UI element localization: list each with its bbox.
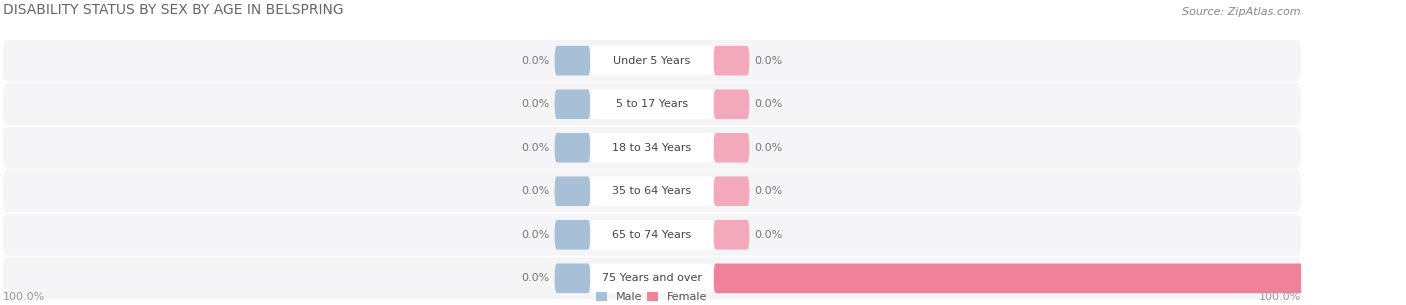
Text: 100.0%: 100.0%	[1368, 273, 1406, 283]
Text: 0.0%: 0.0%	[755, 230, 783, 240]
FancyBboxPatch shape	[554, 46, 591, 76]
FancyBboxPatch shape	[714, 264, 1362, 293]
FancyBboxPatch shape	[3, 170, 1301, 212]
Text: 75 Years and over: 75 Years and over	[602, 273, 702, 283]
FancyBboxPatch shape	[3, 214, 1301, 256]
Text: 0.0%: 0.0%	[522, 273, 550, 283]
FancyBboxPatch shape	[3, 257, 1301, 299]
FancyBboxPatch shape	[714, 133, 749, 163]
Text: 0.0%: 0.0%	[755, 99, 783, 109]
FancyBboxPatch shape	[3, 83, 1301, 125]
FancyBboxPatch shape	[591, 264, 714, 293]
Text: 35 to 64 Years: 35 to 64 Years	[613, 186, 692, 196]
FancyBboxPatch shape	[591, 89, 714, 119]
FancyBboxPatch shape	[714, 220, 749, 249]
Text: 0.0%: 0.0%	[522, 56, 550, 66]
FancyBboxPatch shape	[554, 220, 591, 249]
FancyBboxPatch shape	[591, 220, 714, 249]
FancyBboxPatch shape	[714, 46, 749, 76]
FancyBboxPatch shape	[3, 127, 1301, 169]
FancyBboxPatch shape	[554, 264, 591, 293]
FancyBboxPatch shape	[591, 133, 714, 163]
FancyBboxPatch shape	[714, 89, 749, 119]
FancyBboxPatch shape	[554, 177, 591, 206]
Text: 0.0%: 0.0%	[522, 143, 550, 153]
Text: DISABILITY STATUS BY SEX BY AGE IN BELSPRING: DISABILITY STATUS BY SEX BY AGE IN BELSP…	[3, 3, 343, 17]
Text: 18 to 34 Years: 18 to 34 Years	[613, 143, 692, 153]
Text: Under 5 Years: Under 5 Years	[613, 56, 690, 66]
Text: 100.0%: 100.0%	[1258, 292, 1301, 302]
FancyBboxPatch shape	[554, 133, 591, 163]
Text: 0.0%: 0.0%	[755, 56, 783, 66]
Text: 5 to 17 Years: 5 to 17 Years	[616, 99, 688, 109]
Text: 65 to 74 Years: 65 to 74 Years	[613, 230, 692, 240]
FancyBboxPatch shape	[554, 89, 591, 119]
Text: 0.0%: 0.0%	[522, 186, 550, 196]
FancyBboxPatch shape	[591, 46, 714, 76]
FancyBboxPatch shape	[591, 177, 714, 206]
Text: 0.0%: 0.0%	[755, 143, 783, 153]
Text: 0.0%: 0.0%	[522, 99, 550, 109]
Text: 0.0%: 0.0%	[755, 186, 783, 196]
Text: Source: ZipAtlas.com: Source: ZipAtlas.com	[1182, 7, 1301, 17]
Legend: Male, Female: Male, Female	[596, 292, 707, 303]
Text: 100.0%: 100.0%	[3, 292, 45, 302]
FancyBboxPatch shape	[3, 40, 1301, 81]
FancyBboxPatch shape	[714, 177, 749, 206]
Text: 0.0%: 0.0%	[522, 230, 550, 240]
